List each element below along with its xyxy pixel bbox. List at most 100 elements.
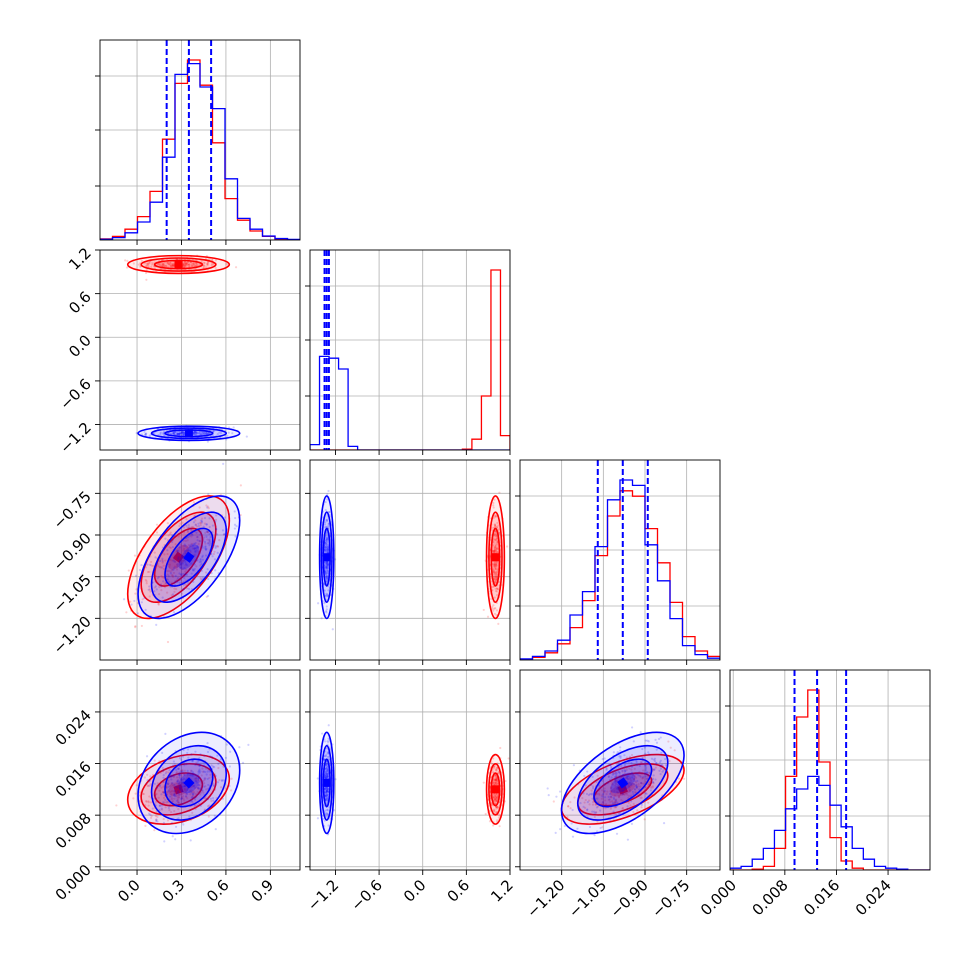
sample-point (495, 767, 498, 770)
sample-point (494, 607, 497, 610)
sample-point (199, 770, 202, 773)
sample-point (181, 769, 184, 772)
sample-point (324, 772, 327, 776)
y-tick-label: −0.90 (50, 529, 95, 574)
sample-point (176, 577, 180, 580)
sample-point (195, 779, 198, 782)
sample-point (495, 805, 498, 809)
sample-point (327, 546, 330, 550)
y-tick-label: −0.6 (56, 375, 94, 413)
sample-point (194, 792, 197, 796)
sample-point (576, 827, 579, 830)
panel-plot-area (520, 670, 720, 870)
sample-point (147, 801, 150, 804)
sample-point (171, 799, 174, 803)
sample-point (216, 551, 219, 554)
sample-point (494, 523, 497, 526)
sample-point (170, 574, 174, 577)
sample-point (125, 611, 128, 614)
sample-point (326, 536, 329, 539)
sample-point (546, 787, 549, 790)
sample-point (177, 535, 180, 538)
axes-frame (309, 249, 511, 451)
sample-point (582, 792, 585, 795)
sample-point (169, 546, 172, 550)
sample-point (155, 818, 158, 821)
sample-point (647, 751, 650, 754)
sample-point (609, 795, 612, 799)
sample-point (204, 554, 208, 557)
sample-point (187, 526, 190, 529)
sample-point (325, 770, 328, 773)
sample-point (623, 793, 626, 797)
sample-point (167, 569, 170, 572)
sample-point (587, 799, 591, 802)
sample-point (582, 811, 585, 814)
sample-point (145, 265, 148, 268)
sample-point (162, 776, 165, 779)
sample-point (184, 261, 187, 264)
sample-point (194, 262, 198, 265)
sample-point (186, 788, 189, 791)
sample-point (628, 781, 631, 784)
sample-point (171, 574, 174, 577)
sample-point (325, 537, 329, 540)
sample-point (178, 432, 181, 435)
contours-blue (318, 495, 335, 620)
sample-point (601, 800, 605, 804)
sample-point (494, 538, 497, 541)
sample-point (194, 549, 197, 553)
sample-point (223, 516, 227, 519)
sample-point (655, 748, 658, 751)
sample-point (496, 796, 499, 799)
sample-point (192, 521, 196, 524)
sample-point (635, 785, 638, 788)
sample-point (327, 551, 330, 554)
sample-point (165, 801, 168, 804)
sample-point (192, 794, 195, 797)
sample-point (652, 780, 655, 784)
sample-point (165, 791, 168, 794)
sample-point (495, 769, 498, 772)
sample-point (603, 757, 606, 760)
sample-point (602, 802, 605, 805)
sample-point (182, 549, 185, 552)
sample-point (211, 765, 215, 768)
sample-point (155, 588, 158, 591)
sample-point (168, 565, 171, 568)
sample-point (494, 574, 497, 577)
sample-point (493, 564, 496, 567)
sample-point (193, 804, 196, 807)
sample-point (192, 265, 195, 268)
sample-point (192, 793, 195, 796)
sample-point (496, 560, 499, 563)
sample-point (593, 812, 596, 815)
sample-point (207, 577, 210, 581)
sample-point (324, 794, 327, 798)
sample-point (155, 523, 159, 526)
sample-point (193, 547, 197, 550)
sample-point (166, 793, 169, 796)
sample-point (190, 533, 194, 536)
sample-point (630, 822, 634, 825)
sample-point (176, 580, 179, 584)
sample-point (147, 588, 150, 591)
sample-point (493, 782, 496, 785)
sample-point (158, 262, 161, 265)
sample-point (324, 541, 327, 545)
sample-point (591, 775, 594, 778)
x-tick-label: 0.008 (749, 876, 792, 919)
sample-point (195, 804, 199, 807)
contours-red (126, 254, 231, 275)
sample-point (609, 819, 612, 822)
sample-point (171, 782, 174, 785)
sample-point (147, 263, 150, 267)
sample-point (608, 798, 611, 801)
sample-point (204, 785, 207, 788)
sample-point (205, 432, 208, 435)
sample-point (163, 264, 166, 268)
sample-point (624, 777, 627, 780)
sample-point (596, 820, 599, 823)
sample-point (146, 773, 149, 776)
sample-point (326, 551, 330, 554)
